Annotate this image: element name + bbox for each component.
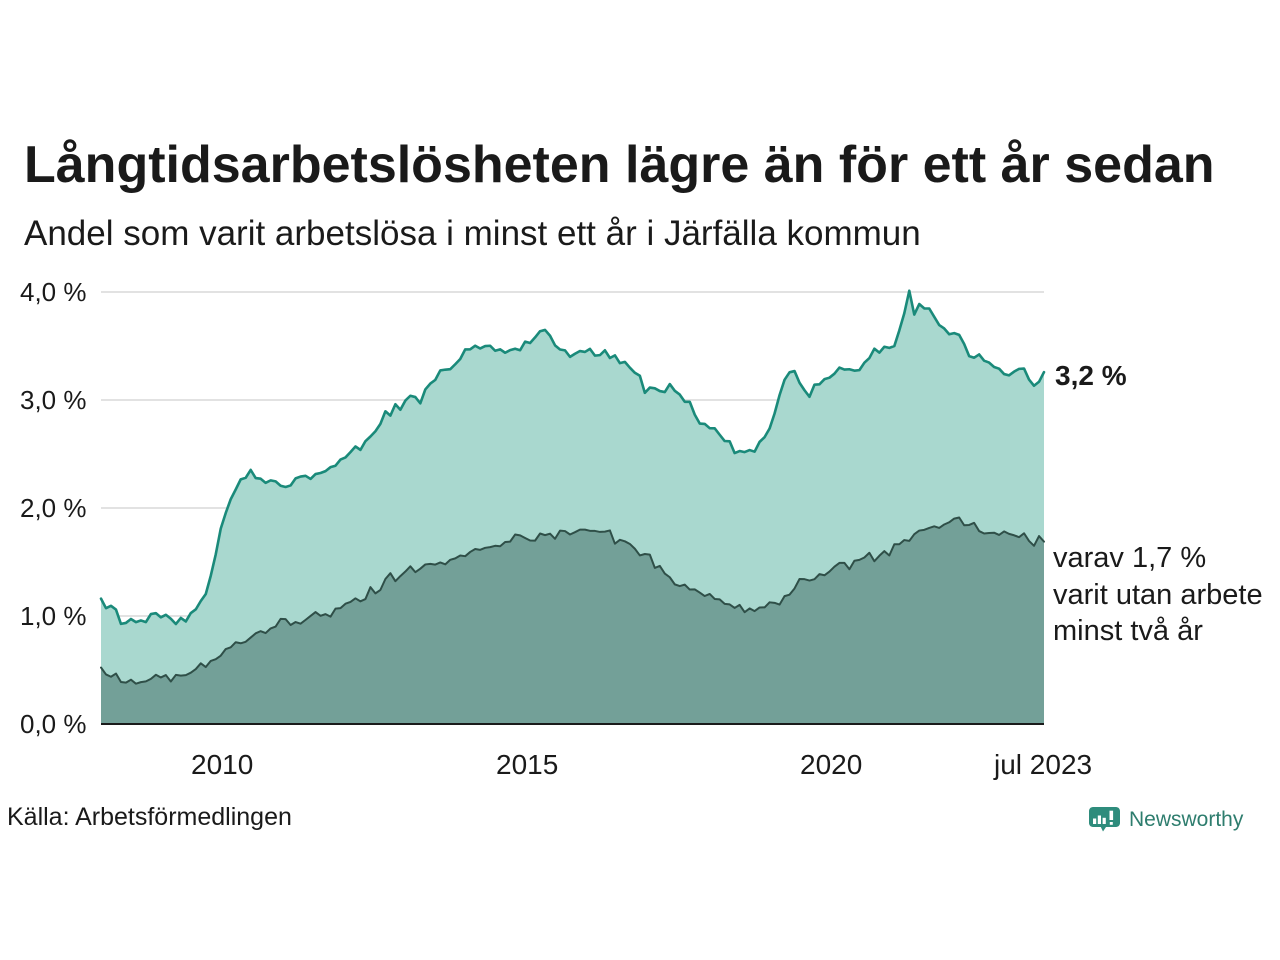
- svg-text:Newsworthy: Newsworthy: [1129, 808, 1244, 831]
